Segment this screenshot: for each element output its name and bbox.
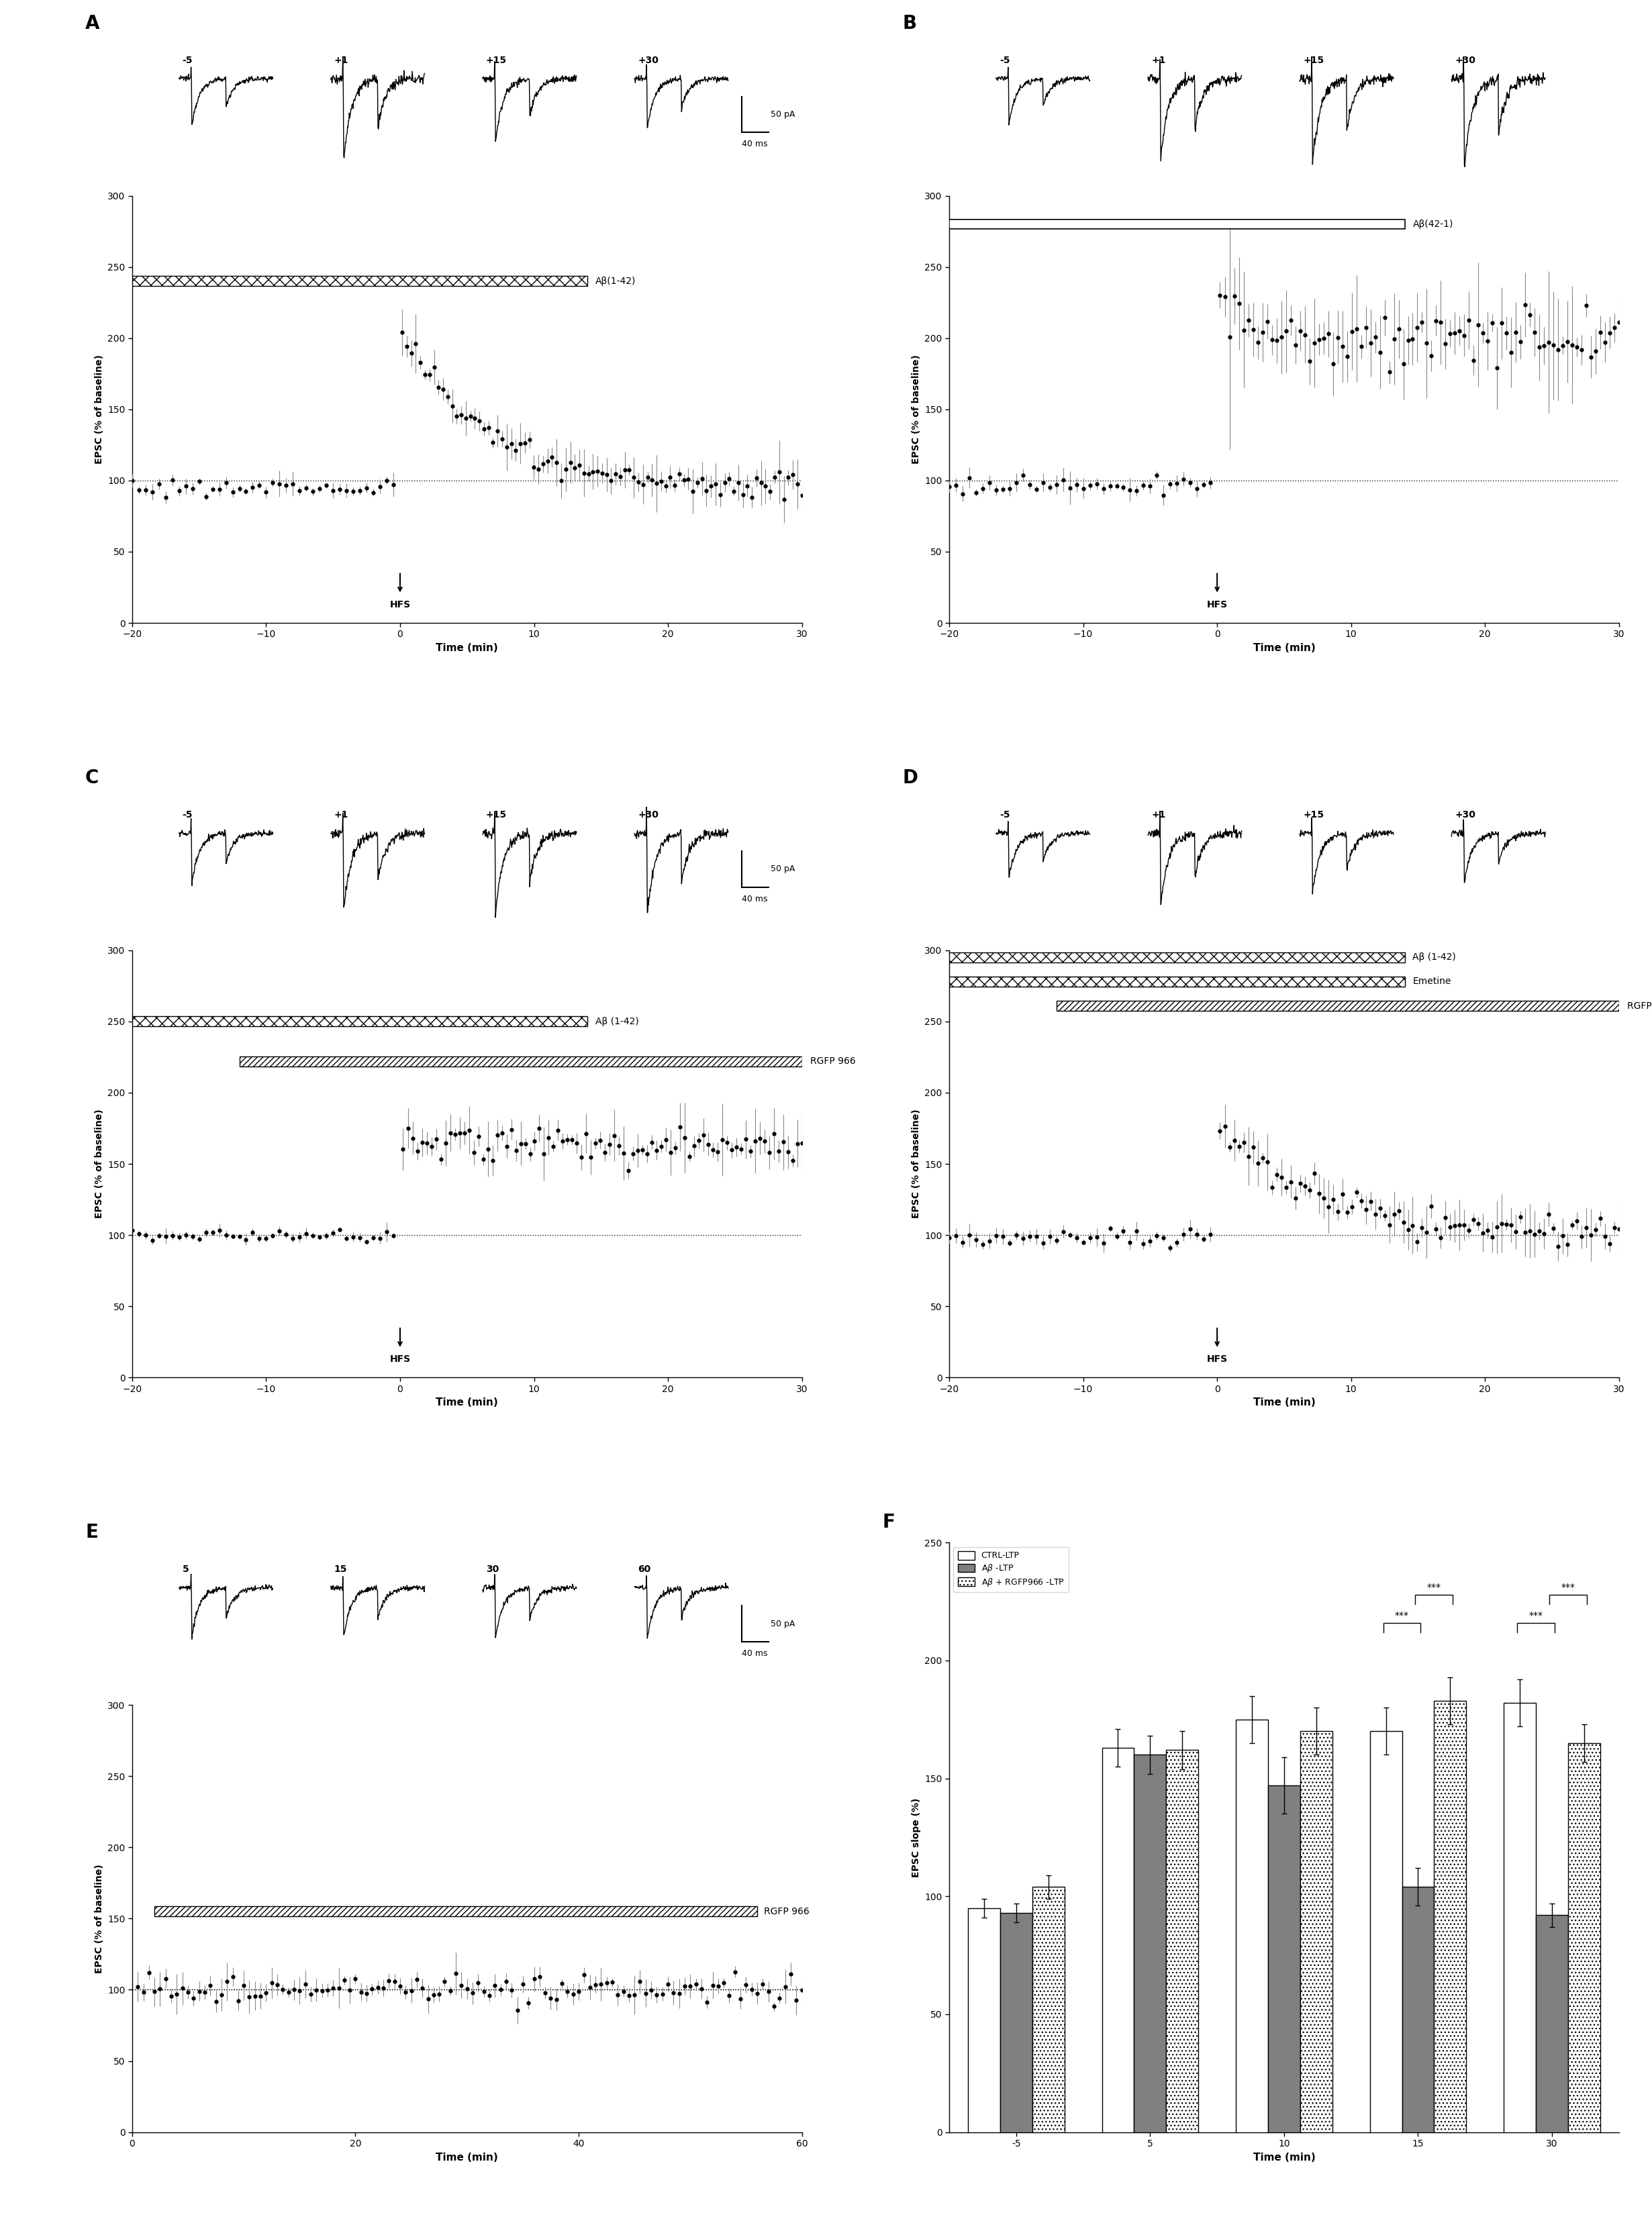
Text: 50 pA: 50 pA [770,1619,795,1628]
Text: RGFP 966: RGFP 966 [1627,1002,1652,1011]
Bar [132,1017,588,1026]
X-axis label: Time (min): Time (min) [1252,1397,1315,1408]
Bar [1568,1743,1601,2132]
Bar [1236,1719,1269,2132]
Bar [1102,1748,1133,2132]
Text: HFS: HFS [390,1355,410,1364]
Y-axis label: EPSC (% of baseline): EPSC (% of baseline) [912,1108,920,1219]
Y-axis label: EPSC (% of baseline): EPSC (% of baseline) [94,1108,104,1219]
Bar [1434,1701,1467,2132]
Text: F: F [882,1513,895,1532]
Bar [155,1906,757,1917]
Bar [968,1908,999,2132]
Text: +30: +30 [638,56,659,64]
Text: HFS: HFS [390,600,410,609]
Text: 50 pA: 50 pA [770,864,795,873]
X-axis label: Time (min): Time (min) [436,2152,499,2163]
Text: -5: -5 [999,56,1009,64]
Bar [1133,1755,1166,2132]
Text: RGFP 966: RGFP 966 [763,1908,809,1917]
Text: +30: +30 [638,811,659,820]
Bar [1032,1888,1064,2132]
Text: +15: +15 [1303,811,1323,820]
Text: ***: *** [1427,1584,1441,1592]
Text: D: D [902,768,919,786]
Text: -5: -5 [182,811,193,820]
Text: +1: +1 [1151,56,1166,64]
Bar [1370,1730,1403,2132]
Text: 5: 5 [182,1566,188,1575]
X-axis label: Time (min): Time (min) [1252,644,1315,653]
Text: 60: 60 [638,1566,651,1575]
Y-axis label: EPSC slope (%): EPSC slope (%) [912,1797,920,1877]
Bar [132,275,588,287]
Text: ***: *** [1394,1610,1409,1621]
Bar [1300,1730,1332,2132]
Text: +1: +1 [334,811,349,820]
Y-axis label: EPSC (% of baseline): EPSC (% of baseline) [94,355,104,464]
Bar [1166,1750,1198,2132]
Text: +1: +1 [1151,811,1166,820]
Bar [240,1057,801,1066]
Text: HFS: HFS [1206,600,1227,609]
Text: +15: +15 [486,56,507,64]
Text: 40 ms: 40 ms [742,140,768,149]
Text: +30: +30 [1455,811,1475,820]
Text: Emetine: Emetine [1412,977,1450,986]
X-axis label: Time (min): Time (min) [436,1397,499,1408]
Bar [1269,1786,1300,2132]
Text: -5: -5 [999,811,1009,820]
Y-axis label: EPSC (% of baseline): EPSC (% of baseline) [912,355,920,464]
Text: ***: *** [1561,1584,1574,1592]
X-axis label: Time (min): Time (min) [1252,2152,1315,2163]
Text: C: C [86,768,99,786]
Legend: CTRL-LTP, A$\beta$ -LTP, A$\beta$ + RGFP966 -LTP: CTRL-LTP, A$\beta$ -LTP, A$\beta$ + RGFP… [953,1546,1069,1592]
X-axis label: Time (min): Time (min) [436,644,499,653]
Text: 30: 30 [486,1566,499,1575]
Bar [1503,1704,1536,2132]
Bar [950,977,1404,986]
Text: Aβ(1-42): Aβ(1-42) [596,275,636,287]
Bar [1403,1888,1434,2132]
Bar [1536,1915,1568,2132]
Text: +15: +15 [486,811,507,820]
Text: 15: 15 [334,1566,347,1575]
Text: +1: +1 [334,56,349,64]
Text: Aβ(42-1): Aβ(42-1) [1412,220,1454,229]
Text: B: B [902,13,917,33]
Bar [1056,1002,1619,1011]
Bar [950,953,1404,962]
Text: ***: *** [1528,1610,1543,1621]
Text: Aβ (1-42): Aβ (1-42) [596,1017,639,1026]
Text: +15: +15 [1303,56,1323,64]
Text: 50 pA: 50 pA [770,111,795,120]
Bar [950,220,1404,229]
Bar [999,1912,1032,2132]
Text: +30: +30 [1455,56,1475,64]
Y-axis label: EPSC (% of baseline): EPSC (% of baseline) [94,1863,104,1972]
Text: RGFP 966: RGFP 966 [809,1057,856,1066]
Text: 40 ms: 40 ms [742,1648,768,1657]
Text: 40 ms: 40 ms [742,895,768,904]
Text: -5: -5 [182,56,193,64]
Text: A: A [86,13,99,33]
Text: HFS: HFS [1206,1355,1227,1364]
Text: Aβ (1-42): Aβ (1-42) [1412,953,1455,962]
Text: E: E [86,1524,97,1541]
